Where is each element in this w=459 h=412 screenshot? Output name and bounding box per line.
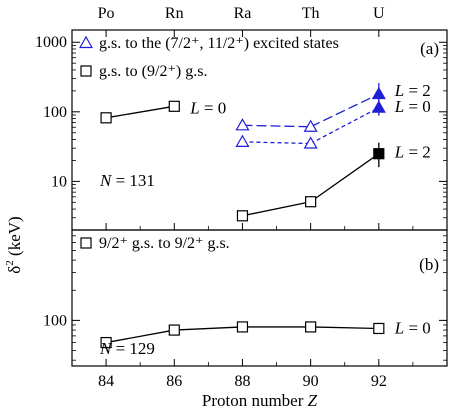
series-line bbox=[242, 124, 311, 128]
data-point bbox=[168, 324, 180, 336]
l-annotation: L = 0 bbox=[394, 97, 431, 116]
l-annotation: L = 0 bbox=[189, 98, 226, 117]
legend-marker bbox=[80, 65, 92, 77]
l-annotation: L = 0 bbox=[394, 318, 431, 337]
series-connector bbox=[310, 107, 380, 145]
legend-marker bbox=[80, 237, 92, 249]
x-tick-label: 92 bbox=[371, 373, 387, 390]
legend-label: g.s. to the (7/2⁺, 11/2⁺) excited states bbox=[99, 35, 339, 52]
data-point bbox=[303, 136, 318, 149]
panel-frame-b bbox=[71, 229, 448, 367]
plot-frames bbox=[71, 29, 448, 367]
data-point bbox=[373, 148, 385, 160]
x-tick-label: 86 bbox=[166, 373, 182, 390]
axis-ticks bbox=[72, 30, 447, 366]
data-markers bbox=[100, 82, 386, 349]
top-tick-label: Th bbox=[302, 5, 320, 22]
data-point bbox=[168, 100, 180, 112]
chart-labels: Po Rn Ra Th U 10 100 1000 g.s. to the (7/2⁺, 11/… bbox=[4, 5, 439, 410]
x-tick-label: 88 bbox=[234, 373, 250, 390]
data-point bbox=[236, 210, 249, 222]
panel-frame-a bbox=[71, 29, 448, 231]
neutron-number-label: N = 131 bbox=[99, 171, 155, 190]
legend-label: 9/2⁺ g.s. to 9/2⁺ g.s. bbox=[99, 235, 230, 252]
data-point bbox=[373, 322, 385, 335]
top-tick-label: Ra bbox=[234, 5, 252, 22]
x-tick-label: 84 bbox=[98, 373, 114, 390]
data-point bbox=[305, 321, 317, 333]
x-axis-title: Proton number Z bbox=[202, 391, 318, 410]
data-point bbox=[371, 86, 386, 100]
data-point bbox=[100, 336, 112, 349]
legend-label: g.s. to (9/2⁺) g.s. bbox=[99, 63, 207, 80]
series-connector bbox=[310, 93, 380, 128]
y-tick-label: 10 bbox=[51, 173, 67, 190]
panel-tag: (a) bbox=[420, 39, 439, 58]
top-tick-label: U bbox=[373, 5, 385, 22]
legend-marker bbox=[78, 35, 94, 49]
data-point bbox=[100, 112, 112, 124]
l-annotation: L = 2 bbox=[394, 81, 431, 100]
data-point bbox=[236, 321, 249, 333]
data-point bbox=[305, 196, 317, 208]
series-line bbox=[242, 141, 311, 145]
data-point bbox=[303, 119, 318, 132]
data-point bbox=[235, 134, 250, 147]
l-annotation: L = 2 bbox=[394, 143, 431, 162]
top-tick-label: Rn bbox=[165, 5, 184, 22]
y-tick-label: 1000 bbox=[35, 34, 67, 51]
series-connector bbox=[310, 153, 380, 203]
panel-tag: (b) bbox=[419, 255, 439, 274]
data-point bbox=[235, 118, 250, 131]
y-tick-label: 100 bbox=[43, 312, 67, 329]
neutron-number-label: N = 129 bbox=[99, 339, 155, 358]
series-line bbox=[242, 201, 311, 217]
top-tick-label: Po bbox=[98, 5, 115, 22]
data-point bbox=[371, 100, 386, 113]
y-tick-label: 100 bbox=[43, 104, 67, 121]
x-tick-label: 90 bbox=[303, 373, 319, 390]
series-line bbox=[105, 105, 175, 119]
y-axis-title: δ2 (keV) bbox=[4, 216, 24, 273]
